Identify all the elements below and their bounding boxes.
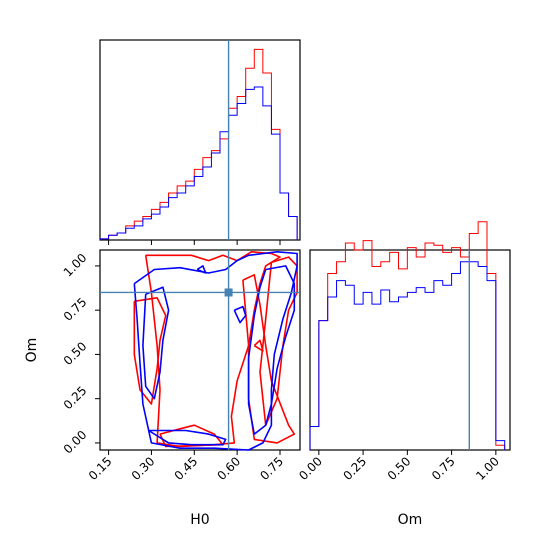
- om-x-tick-label: 1.00: [473, 454, 502, 483]
- h0-marginal-frame: [99, 39, 301, 241]
- om-x-tick-label: 0.50: [385, 454, 414, 483]
- contour-series-1-1: [144, 251, 281, 448]
- om-y-ticks: 0.00 0.25 0.50 0.75 1.00: [61, 251, 100, 457]
- om-hist-series-2: [309, 261, 506, 450]
- om-hist-series-1: [309, 221, 506, 450]
- om-y-tick-label: 0.00: [61, 428, 90, 457]
- h0-marginal-ticks: [108, 240, 281, 245]
- h0-marginal-panel: [99, 39, 301, 241]
- om-y-tick-label: 0.50: [61, 339, 90, 368]
- x-axis-label-h0: H0: [190, 512, 209, 528]
- h0-tick-label: 0.75: [257, 454, 286, 483]
- om-y-tick-label: 0.75: [61, 295, 90, 324]
- om-marginal-panel: 0.00 0.25 0.50 0.75 1.00: [296, 221, 511, 483]
- h0-tick-label: 0.30: [129, 454, 158, 483]
- joint-panel: 0.15 0.30 0.45 0.60 0.75 0.00 0.25 0.50 0.75 1.0…: [61, 249, 301, 483]
- h0-tick-label: 0.45: [172, 454, 201, 483]
- contour-series-1-6: [253, 339, 264, 352]
- om-y-tick-label: 0.25: [61, 383, 90, 412]
- contour-series-2-3: [142, 286, 170, 400]
- joint-contours: [133, 251, 298, 451]
- om-x-tick-label: 0.00: [296, 454, 325, 483]
- contour-series-2-5: [233, 305, 247, 324]
- x-axis-label-om: Om: [398, 512, 423, 528]
- h0-histograms: [99, 48, 298, 240]
- contour-series-2-1: [133, 251, 298, 451]
- contour-series-2-6: [196, 265, 207, 274]
- contour-series-1-2: [159, 424, 224, 448]
- h0-tick-label: 0.15: [86, 454, 115, 483]
- om-x-tick-label: 0.75: [429, 454, 458, 483]
- h0-ticks: 0.15 0.30 0.45 0.60 0.75: [86, 450, 286, 483]
- contour-series-2-2: [148, 429, 227, 446]
- h0-hist-series-2: [99, 86, 298, 240]
- contour-series-1-3: [133, 296, 167, 405]
- om-y-tick-label: 1.00: [61, 251, 90, 280]
- y-axis-label-om: Om: [24, 338, 40, 363]
- om-x-tick-label: 0.25: [340, 454, 369, 483]
- om-histograms: [309, 221, 506, 450]
- truth-marker: [224, 288, 233, 297]
- h0-hist-series-1: [99, 48, 298, 240]
- contour-series-2-4: [247, 265, 296, 435]
- om-x-ticks: 0.00 0.25 0.50 0.75 1.00: [296, 450, 502, 483]
- om-marginal-frame: [309, 249, 511, 451]
- h0-tick-label: 0.60: [214, 454, 243, 483]
- joint-frame: [99, 249, 301, 451]
